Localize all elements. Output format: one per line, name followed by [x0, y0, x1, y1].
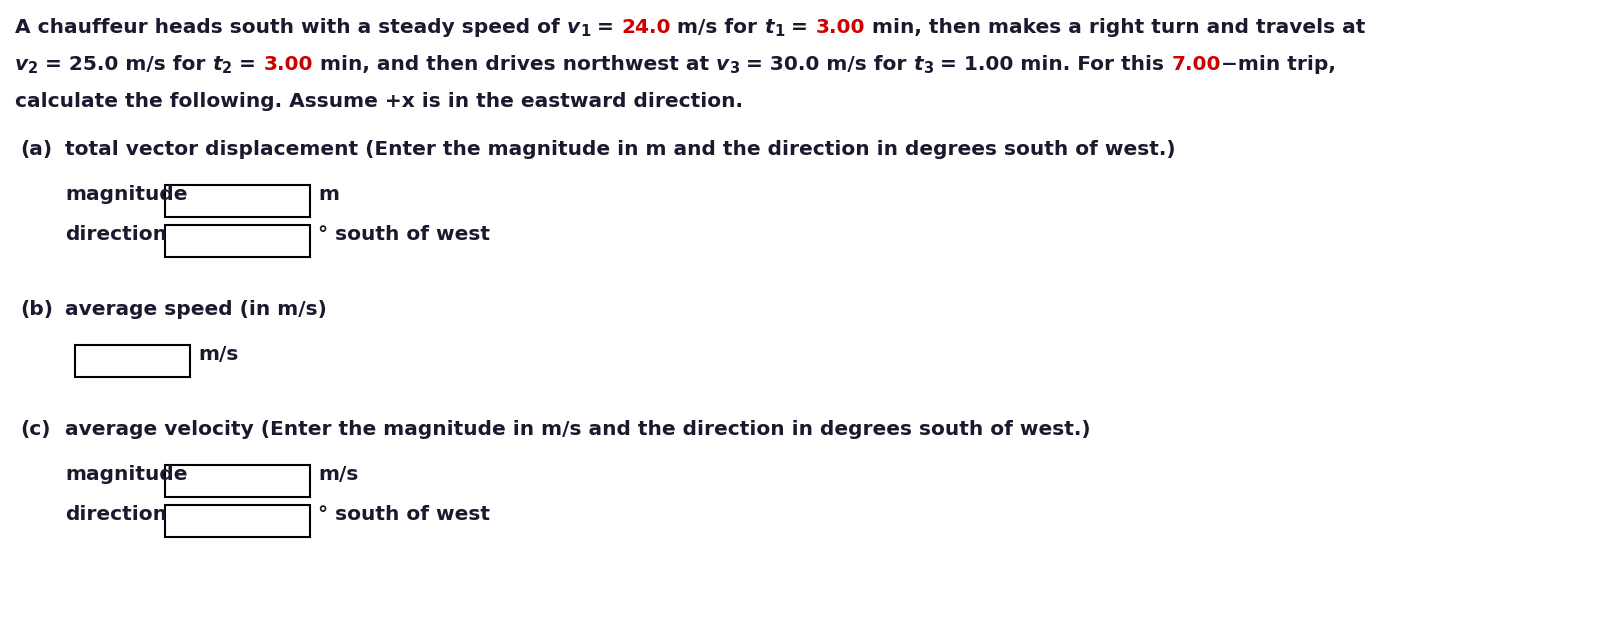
- Text: 24.0: 24.0: [621, 18, 670, 37]
- Text: v: v: [566, 18, 579, 37]
- Text: 2: 2: [222, 61, 232, 76]
- Bar: [165, 185, 310, 217]
- Text: m: m: [318, 185, 339, 204]
- Text: ° south of west: ° south of west: [318, 225, 490, 244]
- Text: m/s: m/s: [198, 345, 238, 364]
- Text: = 1.00 min. For this: = 1.00 min. For this: [933, 55, 1171, 74]
- Text: magnitude: magnitude: [66, 185, 187, 204]
- Text: (a): (a): [19, 140, 53, 159]
- Text: 3: 3: [730, 61, 739, 76]
- Text: =: =: [232, 55, 264, 74]
- Bar: [75, 345, 190, 377]
- Text: v: v: [14, 55, 29, 74]
- Text: direction: direction: [66, 225, 166, 244]
- Bar: [165, 225, 310, 257]
- Text: −min trip,: −min trip,: [1221, 55, 1336, 74]
- Text: = 25.0 m/s for: = 25.0 m/s for: [38, 55, 213, 74]
- Text: t: t: [914, 55, 923, 74]
- Text: (c): (c): [19, 420, 51, 439]
- Text: t: t: [213, 55, 222, 74]
- Text: average velocity (Enter the magnitude in m/s and the direction in degrees south : average velocity (Enter the magnitude in…: [66, 420, 1091, 439]
- Text: v: v: [715, 55, 730, 74]
- Text: average speed (in m/s): average speed (in m/s): [66, 300, 326, 319]
- Text: min, then makes a right turn and travels at: min, then makes a right turn and travels…: [864, 18, 1365, 37]
- Text: magnitude: magnitude: [66, 465, 187, 484]
- Text: calculate the following. Assume +x is in the eastward direction.: calculate the following. Assume +x is in…: [14, 92, 742, 111]
- Text: 1: 1: [774, 24, 784, 39]
- Text: m/s for: m/s for: [670, 18, 765, 37]
- Text: m/s: m/s: [318, 465, 358, 484]
- Bar: [165, 465, 310, 497]
- Text: 3.00: 3.00: [816, 18, 864, 37]
- Text: 2: 2: [29, 61, 38, 76]
- Text: total vector displacement (Enter the magnitude in m and the direction in degrees: total vector displacement (Enter the mag…: [66, 140, 1176, 159]
- Text: min, and then drives northwest at: min, and then drives northwest at: [312, 55, 715, 74]
- Text: direction: direction: [66, 505, 166, 524]
- Text: (b): (b): [19, 300, 53, 319]
- Text: t: t: [765, 18, 774, 37]
- Text: 3.00: 3.00: [264, 55, 312, 74]
- Text: =: =: [784, 18, 816, 37]
- Text: ° south of west: ° south of west: [318, 505, 490, 524]
- Text: =: =: [590, 18, 621, 37]
- Text: 3: 3: [923, 61, 933, 76]
- Text: = 30.0 m/s for: = 30.0 m/s for: [739, 55, 914, 74]
- Text: 7.00: 7.00: [1171, 55, 1221, 74]
- Text: 1: 1: [579, 24, 590, 39]
- Bar: [165, 505, 310, 537]
- Text: A chauffeur heads south with a steady speed of: A chauffeur heads south with a steady sp…: [14, 18, 566, 37]
